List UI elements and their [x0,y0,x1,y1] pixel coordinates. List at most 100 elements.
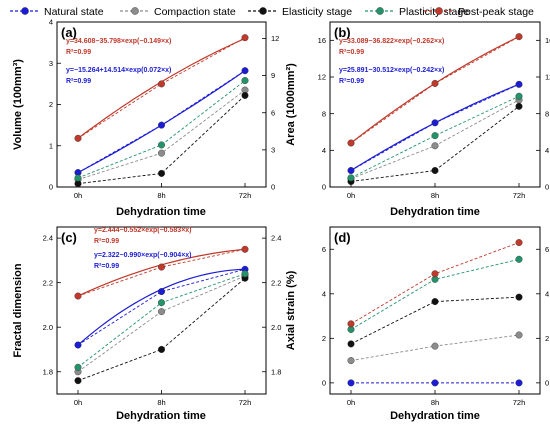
y-tick-label: 2 [49,100,53,109]
fit-equation-postpeak: y=34.608−35.798×exp(−0.149×x) [66,38,171,45]
x-tick-label: 8h [157,398,165,407]
legend-label: Natural state [44,6,104,18]
data-point-elasticity [74,377,82,385]
y-tick-label: 1.8 [43,367,53,376]
fit-equation-postpeak: y=2.444−0.552×exp(−0.583×x) [94,227,192,234]
data-point-compaction [431,142,439,150]
y-tick-label: 16 [318,36,326,45]
series-line-plasticity [350,258,520,330]
data-point-natural [431,119,439,127]
fit-equation-natural: y=−15.264+14.514×exp(0.072×x) [66,67,171,74]
data-point-postpeak [74,292,82,300]
fit-r2-postpeak: R²=0.99 [94,238,119,245]
chart-panel-2: 0 4 8 12 16 0 4 8 12 16 0h 8h 72h Dehydration time Are… [285,21,550,218]
legend-item-postpeak: Post-peak stage [424,6,534,18]
data-point-natural [347,166,355,174]
series-line-compaction [350,99,520,180]
legend-label: Post-peak stage [458,6,534,18]
data-point-elasticity [157,345,165,353]
x-axis-title: Dehydration time [390,206,480,218]
fit-curve-natural [77,268,246,346]
legend-label: Compaction state [154,6,236,18]
data-point-plasticity [515,255,523,263]
y-tick-label: 0 [49,183,53,192]
plot-frame [56,21,267,188]
data-point-elasticity [515,102,523,110]
data-point-elasticity [241,91,249,99]
data-point-postpeak [241,34,249,42]
y-axis-title: Area (1000mm²) [285,63,297,146]
data-point-compaction [347,357,355,365]
fit-curve-natural [350,83,520,172]
panel-label: (a) [61,25,77,40]
data-point-postpeak [515,239,523,247]
y-tick-label: 2.2 [43,278,53,287]
series-line-plasticity [350,95,520,179]
data-point-postpeak [431,79,439,87]
y-axis-title: Fractal dimension [12,263,24,357]
data-point-plasticity [431,132,439,140]
data-point-plasticity [347,174,355,182]
y-axis-title: Axial strain (%) [285,270,297,350]
x-tick-label: 0h [347,191,355,200]
data-point-postpeak [74,134,82,142]
fit-equation-natural: y=2.322−0.990×exp(−0.904×x) [94,252,192,259]
y2-tick-label: 0 [271,183,275,192]
y-tick-label: 8 [322,109,326,118]
data-point-natural [431,379,439,387]
data-point-postpeak [515,33,523,41]
y2-tick-label: 12 [271,34,279,43]
data-point-compaction [157,308,165,316]
x-axis-title: Dehydration time [116,206,206,218]
fit-curve-postpeak [350,36,520,144]
data-point-postpeak [431,270,439,278]
x-tick-label: 8h [157,191,165,200]
y2-tick-label: 2.0 [271,323,281,332]
y2-tick-label: 2.4 [271,234,281,243]
series-line-natural [350,83,520,171]
data-point-elasticity [515,293,523,301]
data-point-plasticity [74,363,82,371]
y-tick-label: 4 [322,289,326,298]
legend-item-plasticity: Plasticity stage [365,6,469,18]
data-point-plasticity [157,141,165,149]
fit-r2-postpeak: R²=0.99 [66,49,91,56]
series-line-postpeak [77,248,246,297]
data-point-postpeak [241,245,249,253]
legend-swatch-marker [435,7,443,15]
legend-item-elasticity: Elasticity stage [248,6,352,18]
data-point-plasticity [515,92,523,100]
data-point-postpeak [157,263,165,271]
series-line-elasticity [350,105,520,182]
data-point-natural [515,80,523,88]
y-tick-label: 12 [318,73,326,82]
data-point-plasticity [157,299,165,307]
y2-tick-label: 12 [545,73,550,82]
y2-tick-label: 6 [271,108,275,117]
fit-r2-natural: R²=0.99 [66,78,91,85]
fit-r2-natural: R²=0.99 [94,263,119,270]
x-tick-label: 0h [74,398,82,407]
fit-r2-postpeak: R²=0.99 [339,49,364,56]
x-tick-label: 72h [239,398,252,407]
x-tick-label: 8h [431,191,439,200]
y2-tick-label: 0 [545,378,549,387]
x-axis-title: Dehydration time [116,410,206,422]
data-point-natural [515,379,523,387]
y-axis-title: Volume (100mm³) [12,59,24,150]
series-line-compaction [77,89,246,180]
legend-label: Plasticity stage [399,6,469,18]
data-point-natural [157,288,165,296]
fit-equation-postpeak: y=33.089−36.822×exp(−0.262×x) [339,38,444,45]
y-tick-label: 4 [322,146,326,155]
y2-tick-label: 0 [545,183,549,192]
data-point-plasticity [74,174,82,182]
x-tick-label: 72h [513,191,526,200]
series-line-postpeak [350,242,520,325]
legend-swatch-marker [376,7,384,15]
legend-swatch-marker [21,7,29,15]
legend-swatch-marker [259,7,267,15]
y-tick-label: 0 [322,183,326,192]
fit-equation-natural: y=25.891−30.512×exp(−0.242×x) [339,67,444,74]
y-tick-label: 0 [322,378,326,387]
